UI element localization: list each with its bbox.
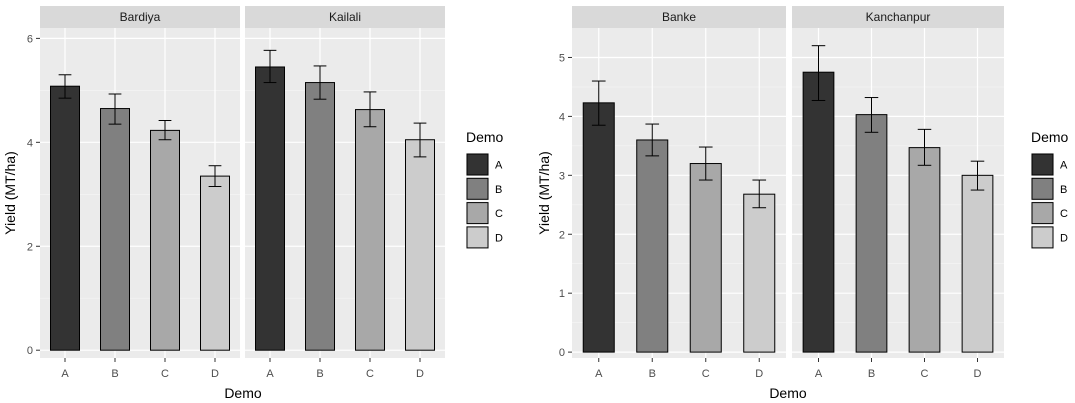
bar-b [100,108,130,351]
y-tick-label: 0 [559,347,565,359]
legend-key-a [466,153,489,176]
bar-d [405,139,435,351]
legend-label: A [1060,160,1068,172]
bar-c [150,129,180,351]
legend-title: Demo [466,129,504,145]
x-tick-label: B [111,368,118,380]
facet-title: Kanchanpur [866,10,931,24]
bar-b [305,82,335,351]
bar-d [961,174,994,353]
y-tick-label: 4 [559,111,565,123]
facet-strip [792,6,1004,28]
bar-d [200,175,230,351]
legend-key-b [466,177,489,200]
y-axis-title: Yield (MT/ha) [2,151,18,235]
facet-title: Kailali [329,10,361,24]
legend-key-c [1031,202,1054,225]
y-tick-label: 2 [559,229,565,241]
facet-strip [572,6,786,28]
x-tick-label: D [974,368,982,380]
x-tick-label: B [316,368,323,380]
x-tick-label: B [649,368,656,380]
bar-a [255,66,285,351]
facet-title: Bardiya [120,10,161,24]
bar-a [802,71,835,353]
bar-b [855,114,888,353]
y-tick-label: 5 [559,52,565,64]
x-tick-label: A [815,368,823,380]
x-tick-label: A [595,368,603,380]
x-tick-label: C [366,368,374,380]
legend-label: D [1060,232,1068,244]
y-axis-title: Yield (MT/ha) [536,151,552,235]
legend-key-b [1031,177,1054,200]
bar-d [743,193,776,353]
bar-a [50,85,80,351]
legend-label: C [495,208,503,220]
legend-label: B [495,184,502,196]
panel-kailali: Kailali A B C D [245,6,445,380]
y-tick-label: 6 [27,33,33,45]
x-tick-label: B [868,368,875,380]
y-tick-label: 2 [27,241,33,253]
bar-a [582,102,615,353]
y-tick-label: 1 [559,288,565,300]
legend-label: D [495,232,503,244]
legend-key-a [1031,153,1054,176]
legend-key-d [1031,226,1054,249]
y-tick-label: 0 [27,345,33,357]
facet-title: Banke [662,10,696,24]
bar-c [908,147,941,353]
x-axis-title: Demo [224,385,262,401]
x-tick-label: A [61,368,69,380]
x-tick-label: D [211,368,219,380]
x-tick-label: D [755,368,763,380]
panel-banke: Banke A B C D [572,6,786,380]
bar-b [636,139,669,353]
x-tick-label: C [921,368,929,380]
x-tick-label: A [266,368,274,380]
y-tick-label: 3 [559,170,565,182]
legend-key-d [466,226,489,249]
legend-label: A [495,160,503,172]
bar-c [355,109,385,351]
x-tick-label: D [416,368,424,380]
legend-key-c [466,202,489,225]
x-axis-title: Demo [769,385,807,401]
x-tick-label: C [702,368,710,380]
x-tick-label: C [161,368,169,380]
facet-strip [245,6,445,28]
bar-c [689,163,722,353]
panel-bardiya: Bardiya A B C D [40,6,240,380]
legend-label: C [1060,208,1068,220]
legend-title: Demo [1031,129,1069,145]
panel-kanchanpur: Kanchanpur A B C D [792,6,1004,380]
facet-strip [40,6,240,28]
y-tick-label: 4 [27,137,33,149]
legend-label: B [1060,184,1067,196]
